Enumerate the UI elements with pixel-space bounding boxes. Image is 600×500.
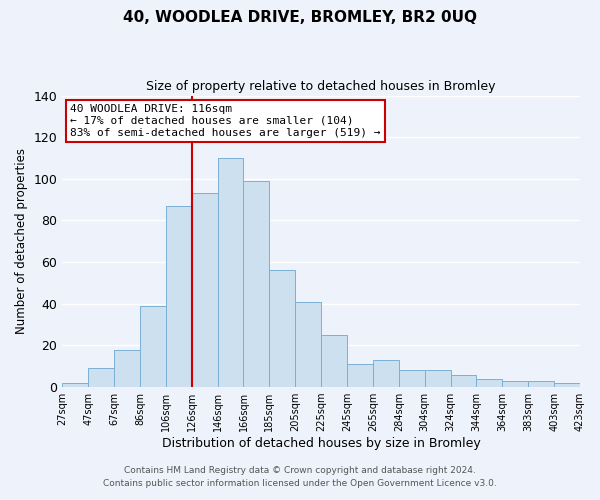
Bar bbox=[192, 194, 218, 387]
Bar bbox=[347, 364, 373, 387]
Bar bbox=[114, 350, 140, 387]
Bar bbox=[62, 383, 88, 387]
Bar bbox=[218, 158, 244, 387]
Bar bbox=[295, 302, 321, 387]
Bar bbox=[399, 370, 425, 387]
Title: Size of property relative to detached houses in Bromley: Size of property relative to detached ho… bbox=[146, 80, 496, 93]
Bar bbox=[502, 381, 528, 387]
Bar bbox=[425, 370, 451, 387]
Bar bbox=[476, 379, 502, 387]
Text: 40 WOODLEA DRIVE: 116sqm
← 17% of detached houses are smaller (104)
83% of semi-: 40 WOODLEA DRIVE: 116sqm ← 17% of detach… bbox=[70, 104, 380, 138]
Text: 40, WOODLEA DRIVE, BROMLEY, BR2 0UQ: 40, WOODLEA DRIVE, BROMLEY, BR2 0UQ bbox=[123, 10, 477, 25]
X-axis label: Distribution of detached houses by size in Bromley: Distribution of detached houses by size … bbox=[162, 437, 481, 450]
Bar bbox=[88, 368, 114, 387]
Bar bbox=[373, 360, 399, 387]
Bar bbox=[321, 335, 347, 387]
Bar bbox=[244, 181, 269, 387]
Text: Contains HM Land Registry data © Crown copyright and database right 2024.
Contai: Contains HM Land Registry data © Crown c… bbox=[103, 466, 497, 487]
Bar bbox=[554, 383, 580, 387]
Y-axis label: Number of detached properties: Number of detached properties bbox=[15, 148, 28, 334]
Bar bbox=[166, 206, 192, 387]
Bar bbox=[140, 306, 166, 387]
Bar bbox=[269, 270, 295, 387]
Bar bbox=[451, 374, 476, 387]
Bar bbox=[528, 381, 554, 387]
